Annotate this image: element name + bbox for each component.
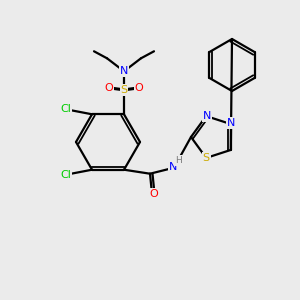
Text: O: O: [135, 83, 143, 93]
Text: N: N: [226, 118, 235, 128]
Text: N: N: [203, 111, 212, 121]
Text: O: O: [149, 189, 158, 199]
Text: S: S: [120, 85, 128, 95]
Text: S: S: [202, 153, 210, 163]
Text: Cl: Cl: [61, 104, 71, 114]
Text: N: N: [169, 162, 177, 172]
Text: H: H: [176, 156, 182, 165]
Text: N: N: [120, 66, 128, 76]
Text: Cl: Cl: [61, 170, 71, 180]
Text: O: O: [105, 83, 113, 93]
